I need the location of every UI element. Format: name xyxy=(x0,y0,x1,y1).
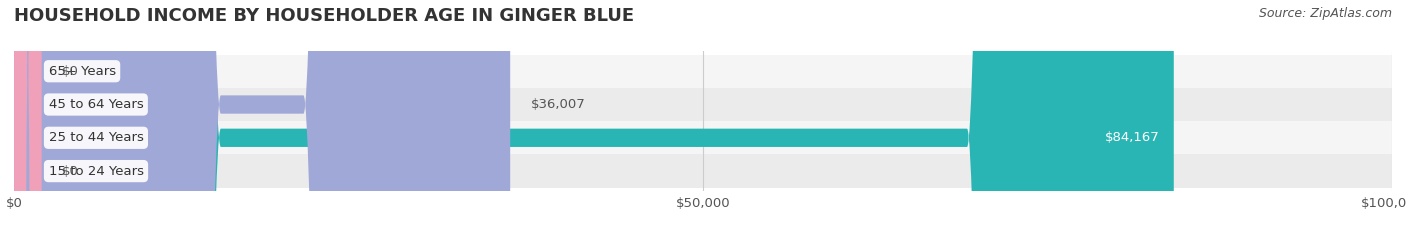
Text: 15 to 24 Years: 15 to 24 Years xyxy=(48,164,143,178)
Text: HOUSEHOLD INCOME BY HOUSEHOLDER AGE IN GINGER BLUE: HOUSEHOLD INCOME BY HOUSEHOLDER AGE IN G… xyxy=(14,7,634,25)
Text: Source: ZipAtlas.com: Source: ZipAtlas.com xyxy=(1258,7,1392,20)
Text: 45 to 64 Years: 45 to 64 Years xyxy=(48,98,143,111)
FancyBboxPatch shape xyxy=(14,0,1174,233)
Text: $0: $0 xyxy=(62,65,79,78)
Bar xyxy=(14,88,1392,121)
Text: $84,167: $84,167 xyxy=(1105,131,1160,144)
Text: $36,007: $36,007 xyxy=(531,98,586,111)
Bar xyxy=(14,154,1392,188)
FancyBboxPatch shape xyxy=(14,0,510,233)
Text: $0: $0 xyxy=(62,164,79,178)
Text: 65+ Years: 65+ Years xyxy=(48,65,115,78)
FancyBboxPatch shape xyxy=(14,0,42,233)
Bar xyxy=(14,121,1392,154)
FancyBboxPatch shape xyxy=(14,0,42,233)
Text: 25 to 44 Years: 25 to 44 Years xyxy=(48,131,143,144)
Bar xyxy=(14,55,1392,88)
